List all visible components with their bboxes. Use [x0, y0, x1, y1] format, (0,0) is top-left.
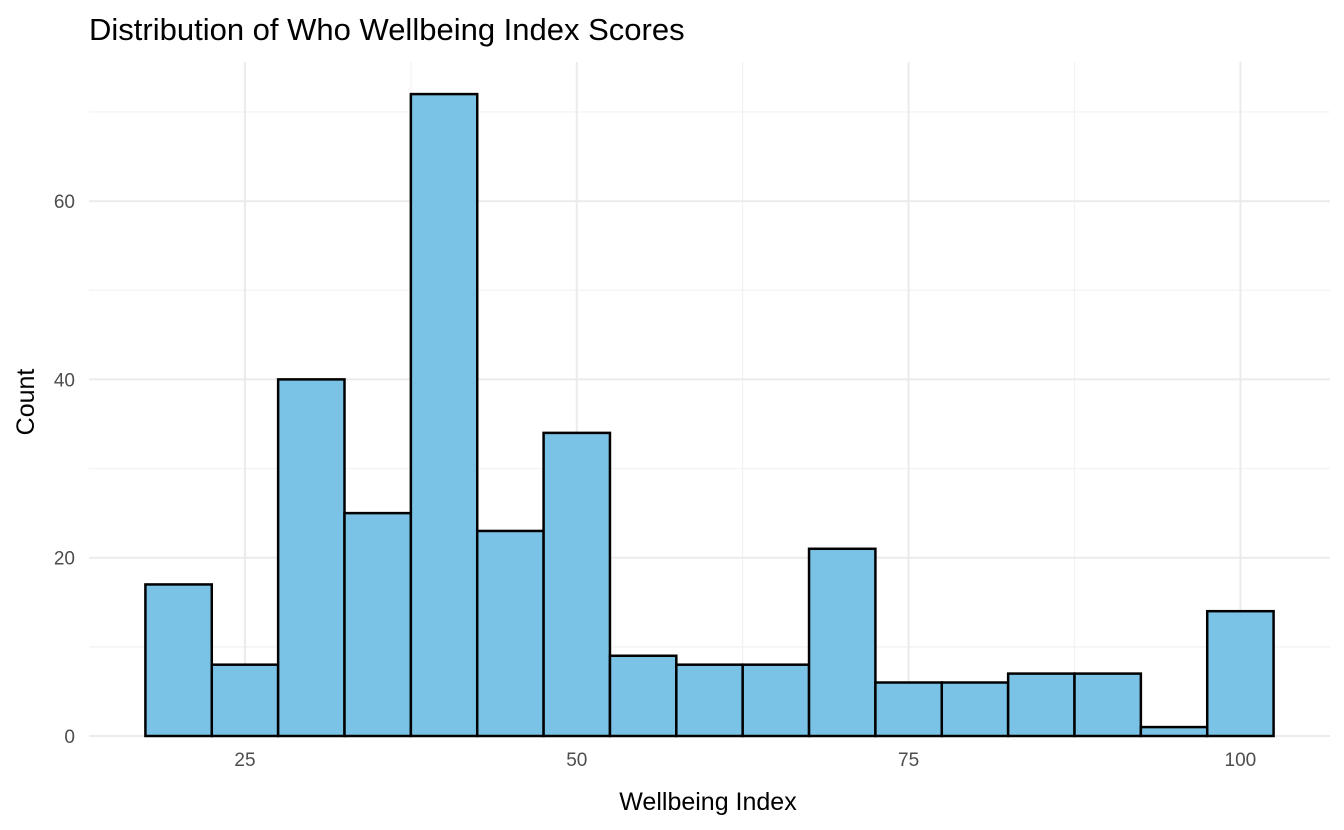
histogram-bar — [741, 663, 811, 738]
histogram-bar — [807, 547, 877, 738]
histogram-bar — [276, 378, 346, 738]
histogram-bar — [608, 654, 678, 738]
histogram-bar — [1139, 725, 1209, 738]
bars — [144, 92, 1275, 738]
histogram-bar — [675, 663, 744, 738]
chart-title: Distribution of Who Wellbeing Index Scor… — [89, 12, 685, 47]
histogram-bar — [1073, 672, 1143, 738]
y-tick-label: 0 — [64, 727, 75, 748]
y-axis-title: Count — [12, 369, 40, 436]
x-tick-label: 25 — [234, 750, 255, 771]
histogram-bar — [542, 431, 612, 738]
histogram-bar — [343, 511, 413, 738]
x-tick-label: 50 — [566, 750, 587, 771]
histogram-bar — [1205, 609, 1275, 738]
histogram-bar — [210, 663, 280, 738]
histogram-bar — [874, 681, 944, 738]
histogram-bar — [475, 529, 545, 738]
histogram-bar — [409, 92, 479, 738]
grid-lines — [89, 62, 1330, 737]
y-tick-label: 60 — [54, 192, 75, 213]
x-tick-label: 75 — [898, 750, 919, 771]
y-axis-tick-labels: 0 20 40 60 — [54, 192, 75, 748]
x-tick-label: 100 — [1225, 750, 1257, 771]
y-tick-label: 20 — [54, 549, 75, 570]
histogram-bar — [144, 583, 214, 738]
y-tick-label: 40 — [54, 370, 75, 391]
histogram-bar — [1006, 672, 1076, 738]
x-axis-tick-labels: 25 50 75 100 — [234, 750, 1256, 771]
x-axis-title: Wellbeing Index — [619, 788, 797, 816]
histogram-bar — [940, 681, 1010, 738]
